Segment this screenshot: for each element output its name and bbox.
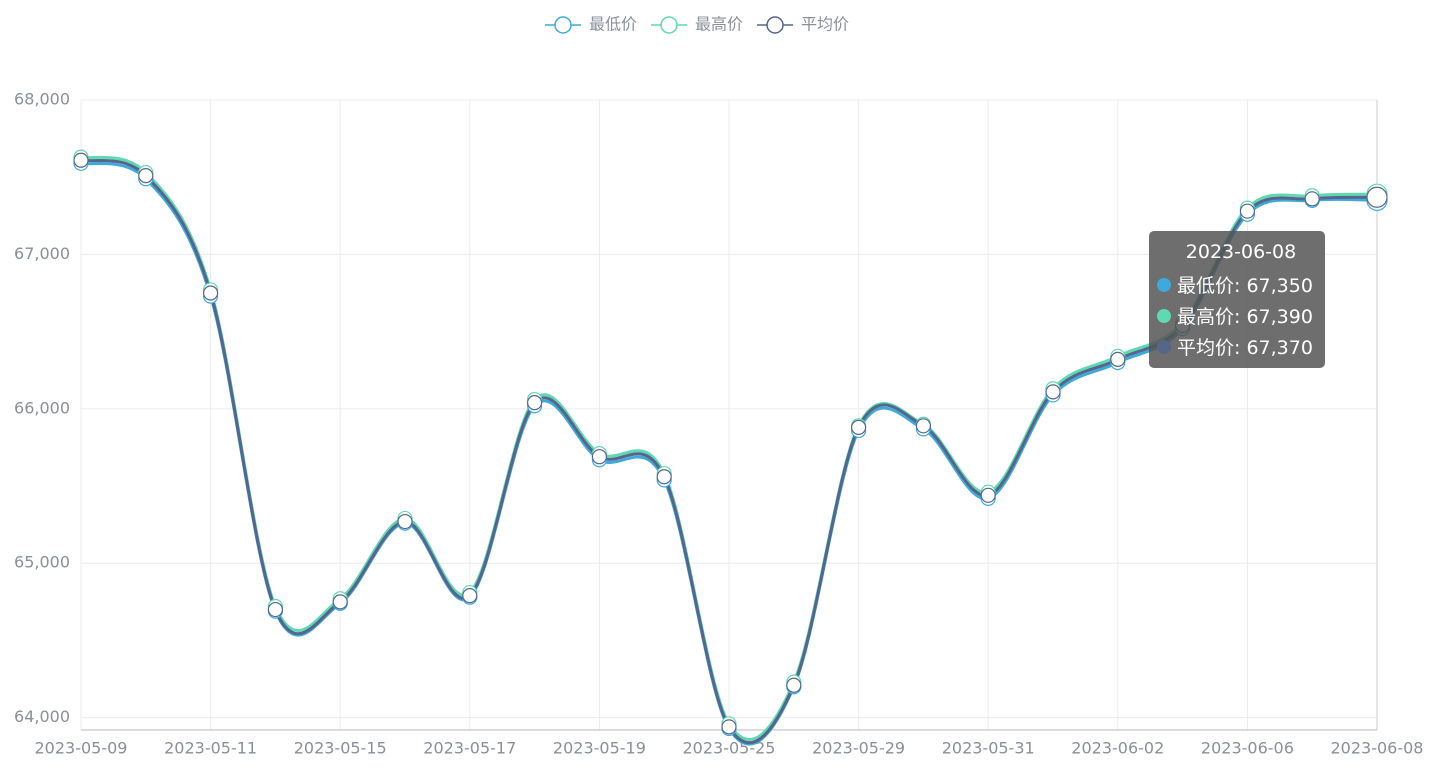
tooltip-dot	[1157, 277, 1171, 292]
data-point	[850, 419, 867, 435]
x-tick-label: 2023-06-06	[1201, 739, 1294, 758]
data-point	[915, 418, 932, 434]
x-tick-label: 2023-06-02	[1071, 739, 1164, 758]
y-tick-label: 64,000	[14, 707, 70, 726]
y-tick-label: 65,000	[14, 553, 70, 572]
x-tick-label: 2023-05-17	[423, 739, 516, 758]
x-tick-label: 2023-05-25	[683, 739, 776, 758]
data-point	[1045, 384, 1061, 400]
data-point	[786, 677, 802, 693]
legend-icon	[554, 16, 572, 34]
legend-label: 最低价	[589, 15, 637, 34]
data-point	[591, 449, 608, 465]
x-tick-label: 2023-05-29	[812, 739, 905, 758]
tooltip-row: 平均价: 67,370	[1157, 331, 1325, 362]
tooltip: 2023-06-08 最低价: 67,350 最高价: 67,390 平均价: 67…	[1149, 231, 1325, 368]
data-point	[1239, 203, 1256, 219]
data-point	[462, 588, 478, 604]
tooltip-dot	[1157, 339, 1171, 354]
legend-icon	[766, 16, 784, 34]
tooltip-text: 平均价: 67,370	[1177, 337, 1313, 359]
x-tick-label: 2023-05-15	[294, 739, 387, 758]
data-point	[73, 152, 89, 168]
x-tick-label: 2023-05-09	[35, 739, 128, 758]
data-point	[138, 168, 154, 184]
tooltip-text: 最高价: 67,390	[1177, 306, 1313, 328]
tooltip-title: 2023-06-08	[1185, 241, 1297, 263]
y-tick-label: 66,000	[14, 398, 70, 417]
x-tick-label: 2023-05-31	[942, 739, 1035, 758]
tooltip-row: 最高价: 67,390	[1157, 300, 1325, 331]
data-point	[1304, 191, 1320, 207]
y-tick-label: 68,000	[14, 90, 70, 109]
x-tick-label: 2023-05-11	[164, 739, 257, 758]
data-point	[203, 285, 219, 301]
data-point	[1366, 186, 1388, 208]
y-tick-label: 67,000	[14, 244, 70, 263]
data-point	[1110, 351, 1126, 368]
x-tick-label: 2023-06-08	[1331, 739, 1424, 758]
data-point	[721, 719, 737, 735]
legend-label: 最高价	[695, 15, 743, 34]
data-point	[980, 487, 996, 503]
data-point	[332, 594, 348, 610]
data-point	[267, 601, 283, 618]
tooltip-dot	[1157, 308, 1171, 323]
tooltip-text: 最低价: 67,350	[1177, 275, 1313, 297]
data-point	[397, 513, 413, 530]
data-point	[526, 395, 543, 411]
tooltip-row: 最低价: 67,350	[1157, 269, 1325, 300]
legend-label: 平均价	[801, 15, 849, 34]
data-point	[656, 469, 672, 485]
x-tick-label: 2023-05-19	[553, 739, 646, 758]
legend-icon	[660, 16, 678, 34]
